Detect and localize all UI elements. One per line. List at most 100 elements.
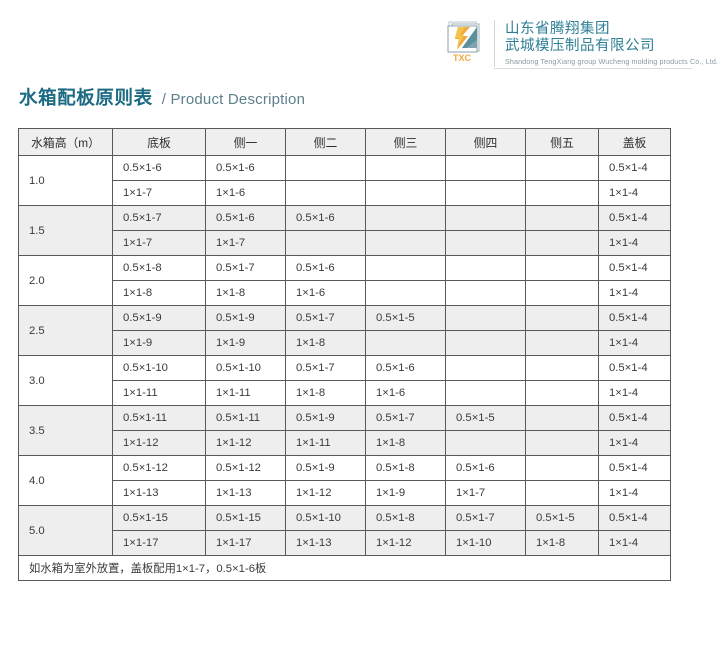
table-cell: 0.5×1-6 <box>365 355 446 381</box>
table-cell: 1×1-8 <box>285 380 366 406</box>
table-cell: 0.5×1-4 <box>598 305 671 331</box>
table-cell: 0.5×1-7 <box>285 305 366 331</box>
table-cell: 1×1-7 <box>112 180 206 206</box>
table-cell: 0.5×1-5 <box>365 305 446 331</box>
table-cell: 0.5×1-9 <box>285 405 366 431</box>
table-cell <box>525 205 599 231</box>
table-cell: 0.5×1-6 <box>285 255 366 281</box>
table-cell: 0.5×1-6 <box>205 155 286 181</box>
table-cell <box>525 180 599 206</box>
txc-logo-icon: TXC <box>446 20 486 64</box>
cell-tank-height: 3.5 <box>18 405 113 456</box>
table-row: 1×1-7 1×1-7 1×1-4 <box>19 230 671 256</box>
table-cell: 0.5×1-4 <box>598 405 671 431</box>
table-cell: 0.5×1-7 <box>445 505 526 531</box>
col-header-side-2: 侧二 <box>285 128 366 156</box>
table-footer-row: 如水箱为室外放置，盖板配用1×1-7，0.5×1-6板 <box>18 555 671 581</box>
table-row: 5.0 0.5×1-15 0.5×1-15 0.5×1-10 0.5×1-8 0… <box>18 505 671 556</box>
table-row: 3.5 0.5×1-11 0.5×1-11 0.5×1-9 0.5×1-7 0.… <box>18 405 671 456</box>
company-name-cn-line2: 武城模压制品有限公司 <box>505 38 655 54</box>
table-cell <box>525 405 599 431</box>
table-cell <box>525 280 599 306</box>
table-cell: 1×1-8 <box>525 530 599 556</box>
table-cell: 0.5×1-7 <box>285 355 366 381</box>
brand-divider <box>494 68 692 69</box>
table-cell: 1×1-12 <box>205 430 286 456</box>
table-cell: 1×1-6 <box>205 180 286 206</box>
table-cell: 0.5×1-8 <box>365 505 446 531</box>
table-cell: 1×1-9 <box>365 480 446 506</box>
table-cell <box>445 380 526 406</box>
table-cell: 1×1-11 <box>285 430 366 456</box>
table-cell: 0.5×1-9 <box>205 305 286 331</box>
table-cell <box>525 380 599 406</box>
table-cell: 0.5×1-9 <box>285 455 366 481</box>
table-cell: 1×1-12 <box>112 430 206 456</box>
table-cell: 1×1-17 <box>112 530 206 556</box>
table-cell: 0.5×1-12 <box>112 455 206 481</box>
table-row: 1×1-7 1×1-6 1×1-4 <box>19 180 671 206</box>
table-cell: 0.5×1-4 <box>598 355 671 381</box>
table-cell: 1×1-8 <box>365 430 446 456</box>
cell-tank-height: 2.5 <box>18 305 113 356</box>
table-cell: 1×1-13 <box>205 480 286 506</box>
table-cell: 1×1-11 <box>205 380 286 406</box>
company-name-en: Shandong TengXiang group Wucheng molding… <box>505 57 719 66</box>
table-cell <box>445 355 526 381</box>
col-header-side-3: 侧三 <box>365 128 446 156</box>
table-cell <box>445 155 526 181</box>
col-header-bottom-panel: 底板 <box>112 128 206 156</box>
col-header-top-panel: 盖板 <box>598 128 671 156</box>
table-row: 1×1-12 1×1-12 1×1-11 1×1-8 1×1-4 <box>19 430 671 456</box>
table-cell: 0.5×1-5 <box>445 405 526 431</box>
table-cell <box>445 205 526 231</box>
table-cell <box>445 230 526 256</box>
table-row: 1.0 0.5×1-6 0.5×1-6 0.5×1-4 <box>18 155 671 206</box>
table-cell <box>525 480 599 506</box>
cell-tank-height: 3.0 <box>18 355 113 406</box>
table-cell <box>365 330 446 356</box>
table-cell <box>525 155 599 181</box>
table-cell: 1×1-4 <box>598 280 671 306</box>
table-cell: 0.5×1-15 <box>112 505 206 531</box>
table-cell <box>445 330 526 356</box>
table-cell: 1×1-8 <box>205 280 286 306</box>
table-cell: 0.5×1-10 <box>205 355 286 381</box>
table-cell: 1×1-10 <box>445 530 526 556</box>
table-cell <box>285 180 366 206</box>
table-cell: 1×1-8 <box>285 330 366 356</box>
cell-tank-height: 2.0 <box>18 255 113 306</box>
table-cell: 0.5×1-6 <box>112 155 206 181</box>
spec-table-container: 水箱高（m） 底板 侧一 侧二 侧三 侧四 侧五 盖板 1.0 0.5×1-6 … <box>18 128 671 581</box>
table-cell: 0.5×1-11 <box>205 405 286 431</box>
table-cell: 1×1-9 <box>112 330 206 356</box>
table-cell: 0.5×1-7 <box>112 205 206 231</box>
table-cell: 1×1-4 <box>598 180 671 206</box>
table-cell: 0.5×1-4 <box>598 205 671 231</box>
table-cell: 1×1-7 <box>445 480 526 506</box>
table-cell: 0.5×1-5 <box>525 505 599 531</box>
table-cell: 0.5×1-6 <box>445 455 526 481</box>
table-cell: 0.5×1-7 <box>365 405 446 431</box>
table-row: 4.0 0.5×1-12 0.5×1-12 0.5×1-9 0.5×1-8 0.… <box>18 455 671 506</box>
table-cell: 0.5×1-10 <box>112 355 206 381</box>
table-cell: 1×1-11 <box>112 380 206 406</box>
table-cell: 1×1-13 <box>285 530 366 556</box>
table-cell: 1×1-4 <box>598 530 671 556</box>
table-cell: 0.5×1-6 <box>285 205 366 231</box>
table-cell: 0.5×1-9 <box>112 305 206 331</box>
table-cell: 1×1-7 <box>112 230 206 256</box>
table-cell: 0.5×1-11 <box>112 405 206 431</box>
table-cell <box>365 255 446 281</box>
company-name-block: 山东省腾翔集团 武城模压制品有限公司 Shandong TengXiang gr… <box>494 20 718 67</box>
table-cell <box>525 230 599 256</box>
footer-note: 如水箱为室外放置，盖板配用1×1-7，0.5×1-6板 <box>18 555 671 581</box>
table-row: 1×1-9 1×1-9 1×1-8 1×1-4 <box>19 330 671 356</box>
page-title: 水箱配板原则表 / Product Description <box>19 84 305 110</box>
table-cell <box>525 455 599 481</box>
table-cell <box>525 305 599 331</box>
table-cell <box>365 155 446 181</box>
table-cell: 0.5×1-8 <box>112 255 206 281</box>
table-cell <box>525 355 599 381</box>
table-cell <box>445 305 526 331</box>
